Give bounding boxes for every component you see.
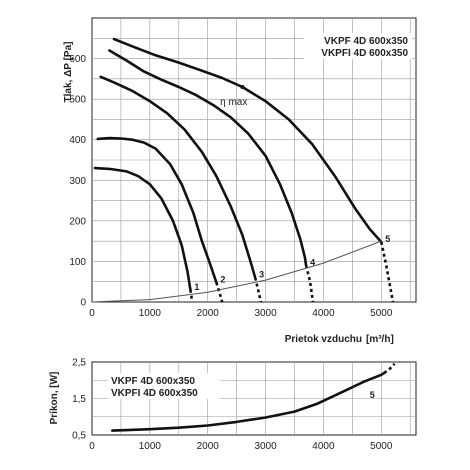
system-curve <box>91 240 382 303</box>
power-legend-line-1: VKPF 4D 600x350 <box>111 376 195 387</box>
x-tick-label: 2000 <box>197 308 220 319</box>
curve-4-extrapolated <box>304 265 315 303</box>
power-y-tick-labels: 0,5 1,5 2,5 <box>72 358 86 442</box>
pressure-y-axis-label: Tlak, ΔP [Pa] <box>63 42 74 103</box>
y-tick-label: 300 <box>69 176 86 187</box>
curve-5 <box>111 371 386 432</box>
curve-label-2: 2 <box>220 275 225 285</box>
y-tick-label: 0,5 <box>72 431 86 442</box>
pressure-y-tick-labels: 0 100 200 300 400 500 600 <box>69 54 86 308</box>
power-legend-box <box>108 373 220 399</box>
curve-3 <box>99 75 257 279</box>
x-tick-label: 2000 <box>197 441 220 452</box>
power-curves <box>111 362 396 432</box>
power-curve-labels: 5 <box>370 390 375 400</box>
x-tick-label: 5000 <box>370 441 393 452</box>
pressure-curves <box>91 37 395 303</box>
curve-5-extrapolated <box>383 362 396 374</box>
curve-label-5: 5 <box>370 390 375 400</box>
pressure-chart: 0 1000 2000 3000 4000 5000 0 100 200 300 400 500 60… <box>63 17 417 345</box>
x-tick-label: 1000 <box>139 441 162 452</box>
y-tick-label: 0 <box>80 298 86 309</box>
curve-4 <box>108 49 308 267</box>
curve-1 <box>93 166 192 292</box>
curve-label-4: 4 <box>310 257 315 267</box>
y-tick-label: 400 <box>69 135 86 146</box>
y-tick-label: 500 <box>69 95 86 106</box>
curve-label-3: 3 <box>259 270 264 280</box>
x-tick-label: 3000 <box>254 441 277 452</box>
x-tick-label: 5000 <box>370 308 393 319</box>
curve-label-1: 1 <box>194 282 199 292</box>
power-legend-line-2: VKPFI 4D 600x350 <box>111 388 198 399</box>
x-tick-label: 0 <box>89 441 95 452</box>
x-tick-label: 4000 <box>312 308 335 319</box>
curve-2 <box>96 136 218 284</box>
pressure-x-axis-unit: [m³/h] <box>366 334 394 345</box>
x-tick-label: 3000 <box>254 308 277 319</box>
y-tick-label: 600 <box>69 54 86 65</box>
curve-5 <box>112 37 383 244</box>
curve-1-extrapolated <box>189 289 194 303</box>
power-x-tick-labels: 0 1000 2000 3000 4000 5000 <box>89 441 393 452</box>
x-tick-label: 1000 <box>139 308 162 319</box>
pressure-legend-line-2: VKPFI 4D 600x350 <box>321 48 408 59</box>
pressure-x-axis-label: Prietok vzduchu <box>285 334 362 345</box>
y-tick-label: 2,5 <box>72 358 86 369</box>
pressure-x-tick-labels: 0 1000 2000 3000 4000 5000 <box>89 308 393 319</box>
power-chart: 0 1000 2000 3000 4000 5000 0,5 1,5 2,5 5 VKPF 4… <box>49 358 417 452</box>
curve-3-extrapolated <box>253 277 263 303</box>
eta-max-label: η max <box>220 97 247 108</box>
x-tick-label: 0 <box>89 308 95 319</box>
pressure-legend-box <box>304 33 412 59</box>
x-tick-label: 4000 <box>312 441 335 452</box>
y-tick-label: 100 <box>69 257 86 268</box>
y-tick-label: 1,5 <box>72 394 86 405</box>
pressure-legend-line-1: VKPF 4D 600x350 <box>324 36 408 47</box>
y-tick-label: 200 <box>69 216 86 227</box>
eta-max-marker <box>240 84 245 89</box>
curve-label-5: 5 <box>385 234 390 244</box>
power-y-axis-label: Príkon, [W] <box>49 372 60 425</box>
pressure-curve-labels: 1 2 3 4 5 <box>194 234 390 292</box>
